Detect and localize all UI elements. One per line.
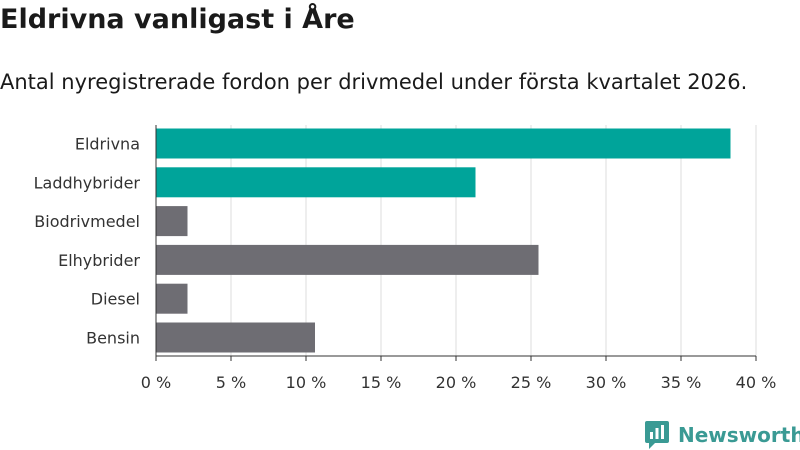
x-tick-label: 40 % bbox=[736, 373, 777, 392]
x-tick-label: 10 % bbox=[286, 373, 327, 392]
bar bbox=[156, 128, 731, 159]
x-tick-label: 35 % bbox=[661, 373, 702, 392]
category-label: Elhybrider bbox=[58, 251, 140, 270]
category-label: Biodrivmedel bbox=[34, 212, 140, 231]
bar bbox=[156, 244, 539, 275]
category-label: Bensin bbox=[86, 329, 140, 348]
newsworthy-logo-icon bbox=[645, 421, 669, 449]
bar bbox=[156, 283, 188, 314]
newsworthy-logo-text: Newsworthy bbox=[678, 423, 800, 447]
x-tick-label: 5 % bbox=[216, 373, 246, 392]
category-label: Laddhybrider bbox=[34, 173, 141, 192]
bar bbox=[156, 167, 476, 198]
x-tick-label: 0 % bbox=[141, 373, 171, 392]
x-tick-label: 30 % bbox=[586, 373, 627, 392]
bar bbox=[156, 322, 315, 353]
x-tick-label: 25 % bbox=[511, 373, 552, 392]
x-tick-label: 20 % bbox=[436, 373, 477, 392]
newsworthy-logo: Newsworthy bbox=[644, 420, 800, 450]
bar bbox=[156, 206, 188, 237]
chart-title: Eldrivna vanligast i Åre bbox=[0, 4, 355, 35]
chart-subtitle: Antal nyregistrerade fordon per drivmede… bbox=[0, 70, 748, 94]
x-tick-label: 15 % bbox=[361, 373, 402, 392]
category-label: Diesel bbox=[91, 290, 140, 309]
category-label: Eldrivna bbox=[75, 135, 140, 154]
